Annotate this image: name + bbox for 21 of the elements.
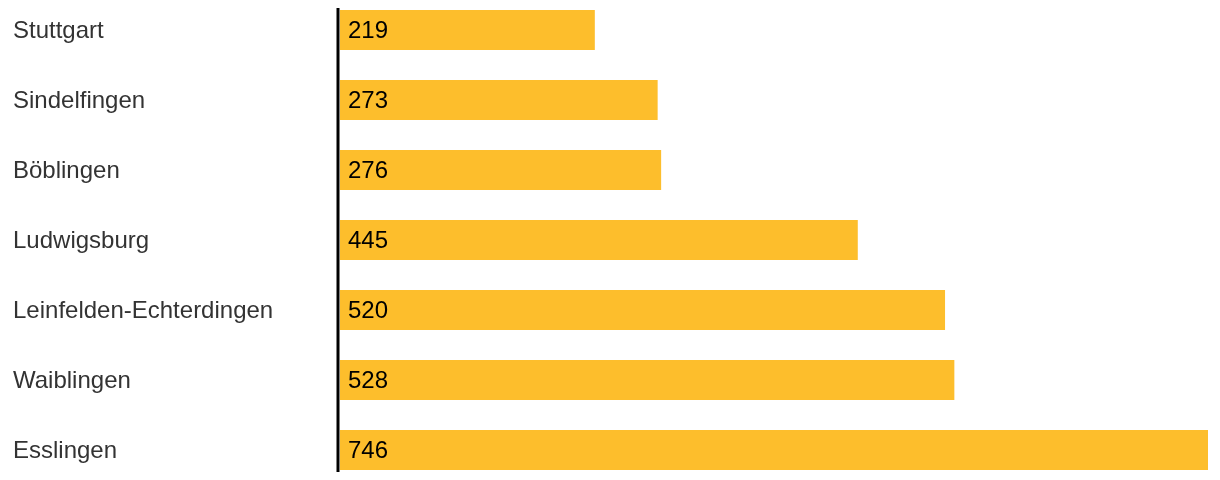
data-label: 219 bbox=[348, 16, 389, 44]
data-label: 528 bbox=[348, 366, 389, 394]
y-tick-label: Böblingen bbox=[13, 156, 120, 184]
y-tick-label: Ludwigsburg bbox=[13, 226, 150, 254]
y-tick-label: Leinfelden-Echterdingen bbox=[13, 296, 274, 324]
y-tick-label: Waiblingen bbox=[13, 366, 131, 394]
bar bbox=[340, 430, 1208, 470]
bar bbox=[340, 150, 662, 190]
bar bbox=[340, 10, 595, 50]
y-tick-label: Stuttgart bbox=[13, 16, 105, 44]
data-label: 520 bbox=[348, 296, 389, 324]
y-tick-label: Sindelfingen bbox=[13, 86, 146, 114]
bar bbox=[340, 360, 955, 400]
data-label: 445 bbox=[348, 226, 389, 254]
bar bbox=[340, 80, 658, 120]
data-label: 273 bbox=[348, 86, 389, 114]
y-tick-label: Esslingen bbox=[13, 436, 118, 464]
data-label: 746 bbox=[348, 436, 389, 464]
bar bbox=[340, 220, 858, 260]
data-label: 276 bbox=[348, 156, 389, 184]
bar bbox=[340, 290, 946, 330]
